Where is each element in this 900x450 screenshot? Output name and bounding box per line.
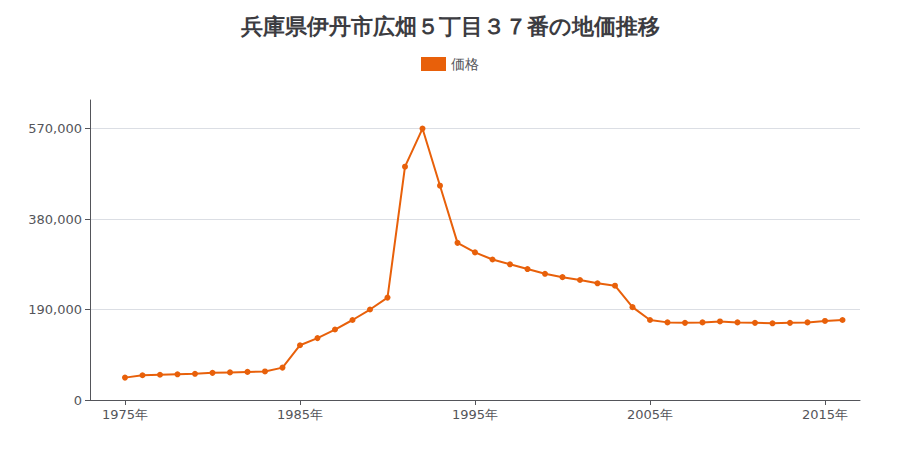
svg-text:0: 0 [74,393,82,408]
svg-text:190,000: 190,000 [28,302,82,317]
svg-text:兵庫県伊丹市広畑５丁目３７番の地価推移: 兵庫県伊丹市広畑５丁目３７番の地価推移 [240,14,660,39]
svg-text:価格: 価格 [451,56,479,72]
svg-text:2005年: 2005年 [627,407,673,422]
svg-text:1995年: 1995年 [452,407,498,422]
svg-text:1985年: 1985年 [277,407,323,422]
svg-text:1975年: 1975年 [102,407,148,422]
svg-text:380,000: 380,000 [28,212,82,227]
svg-text:570,000: 570,000 [28,121,82,136]
svg-text:2015年: 2015年 [802,407,848,422]
